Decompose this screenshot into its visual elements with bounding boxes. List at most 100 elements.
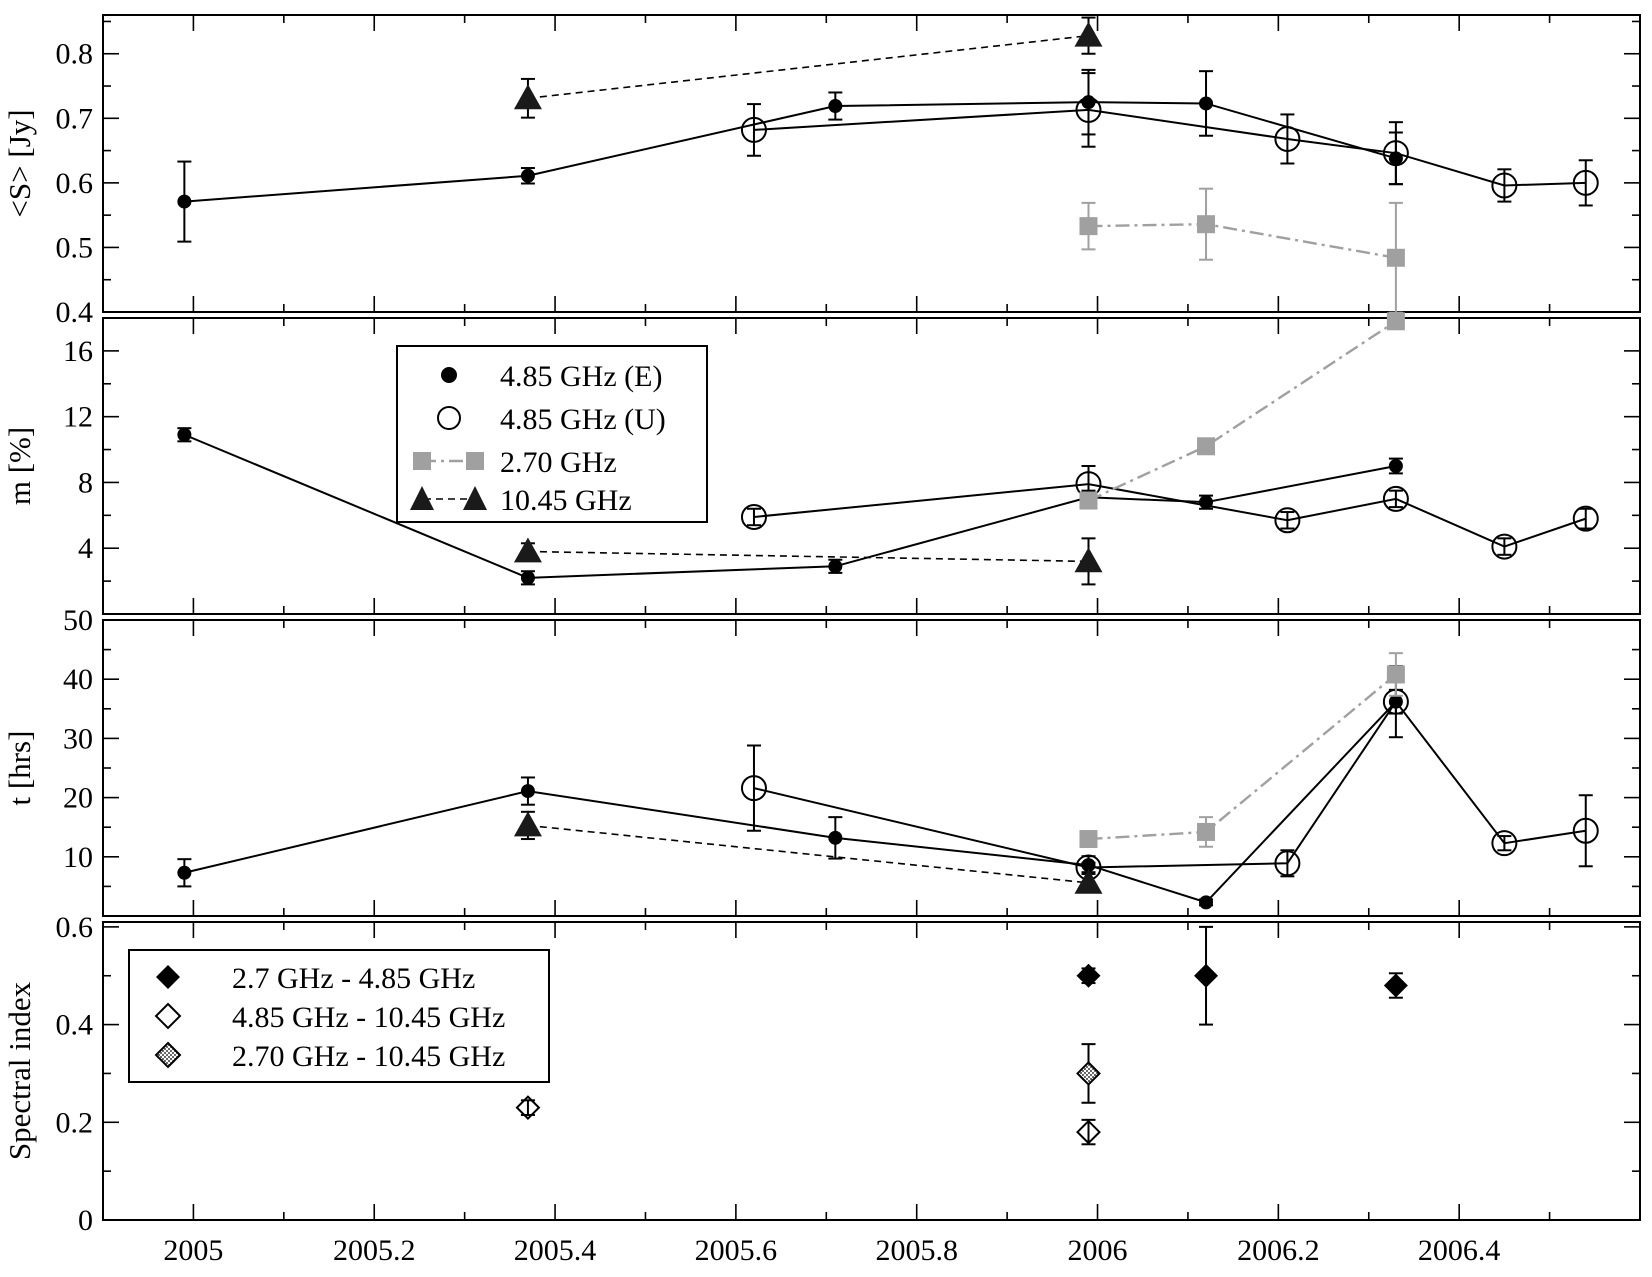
legend-label-u: 4.85 GHz (U) <box>500 403 666 436</box>
data-point <box>828 559 843 574</box>
y-tick-label: 0.5 <box>56 231 94 264</box>
data-point <box>828 99 843 114</box>
y-tick-label: 0.7 <box>56 102 94 135</box>
data-point <box>1491 533 1518 560</box>
data-point <box>1382 485 1409 512</box>
legend-label-10.45: 10.45 GHz <box>500 484 632 517</box>
series-G27 <box>1079 312 1405 510</box>
legend-marker-2.70-left <box>413 452 431 470</box>
x-tick-label: 2006.4 <box>1418 1234 1501 1267</box>
series-U <box>740 688 1599 881</box>
data-point <box>1572 169 1599 196</box>
series-U <box>740 465 1599 560</box>
y-axis-label: m [%] <box>2 427 37 505</box>
data-point <box>1199 96 1214 111</box>
y-tick-label: 30 <box>63 722 93 755</box>
legend-spectral: 2.7 GHz - 4.85 GHz 4.85 GHz - 10.45 GHz … <box>128 949 550 1083</box>
series-line <box>184 101 1397 203</box>
legend-marker-10.45-left <box>410 486 434 510</box>
legend-label-a3: 2.70 GHz - 10.45 GHz <box>232 1040 505 1073</box>
x-tick-label: 2006 <box>1068 1234 1128 1267</box>
panel-frame <box>102 317 1641 615</box>
y-tick-label: 12 <box>63 401 93 434</box>
data-point <box>1079 217 1098 236</box>
data-point <box>1074 547 1103 573</box>
series-E <box>177 68 1403 243</box>
data-point <box>1572 505 1599 532</box>
y-tick-label: 20 <box>63 782 93 815</box>
data-point <box>1274 507 1301 534</box>
series-G27 <box>1079 652 1405 849</box>
data-point <box>1388 459 1403 473</box>
panel-flux-density: 0.4 0.5 0.6 0.7 0.8 <S> [Jy] <box>2 14 1641 329</box>
data-point <box>513 537 542 563</box>
y-tick-label: 0.6 <box>56 167 94 200</box>
x-tick-label: 2005.8 <box>875 1234 958 1267</box>
series-line <box>1088 222 1397 259</box>
series-line <box>183 433 1397 579</box>
y-tick-label: 0.8 <box>56 38 94 71</box>
data-point <box>1274 850 1301 877</box>
series-line <box>527 34 1089 100</box>
data-point <box>1197 215 1216 234</box>
series-line <box>527 550 1089 563</box>
series-G1045 <box>513 810 1103 894</box>
legend-label-2.70: 2.70 GHz <box>500 446 617 479</box>
panel-frame <box>102 14 1641 313</box>
data-point <box>513 811 542 837</box>
data-point <box>740 503 767 530</box>
y-tick-label: 0.4 <box>56 1009 94 1042</box>
y-tick-label: 0.4 <box>56 296 94 329</box>
data-point <box>1386 665 1405 684</box>
legend-marker-u <box>437 406 461 430</box>
series-line <box>1088 673 1397 841</box>
data-point <box>520 570 535 585</box>
y-tick-label: 16 <box>63 335 93 368</box>
y-tick-label: 0.6 <box>56 911 94 944</box>
data-point <box>1383 973 1408 998</box>
series-U <box>740 72 1599 207</box>
legend-marker-e <box>441 367 457 383</box>
y-axis-label: Spectral index <box>2 981 37 1160</box>
legend-marker-2.70-right <box>466 452 484 470</box>
data-point <box>1194 963 1219 988</box>
x-tick-label: 2006.2 <box>1237 1234 1320 1267</box>
y-tick-label: 10 <box>63 841 93 874</box>
series-A3 <box>1076 1043 1101 1104</box>
legend-marker-10.45-right <box>463 486 487 510</box>
data-point <box>1074 868 1103 894</box>
y-tick-label: 50 <box>63 604 93 637</box>
series-line <box>753 108 1586 187</box>
series-G1045 <box>513 16 1103 119</box>
data-point <box>1197 822 1216 841</box>
data-point <box>740 775 767 802</box>
panel-frame <box>102 619 1641 917</box>
x-tick-label: 2005.6 <box>695 1234 778 1267</box>
legend-label-e: 4.85 GHz (E) <box>500 360 662 393</box>
data-point <box>177 865 192 880</box>
data-point <box>1076 1061 1101 1086</box>
data-point <box>513 84 542 110</box>
data-point <box>520 168 535 183</box>
data-point <box>1075 96 1102 123</box>
data-point <box>177 427 192 442</box>
x-tick-label: 2005.4 <box>514 1234 597 1267</box>
y-tick-label: 8 <box>78 466 93 499</box>
series-A1 <box>1076 925 1408 1026</box>
data-point <box>1386 312 1405 331</box>
data-point <box>1572 817 1599 844</box>
series-A2 <box>515 1095 1101 1146</box>
series-G27 <box>1079 187 1405 314</box>
data-point <box>177 194 192 209</box>
legend-label-a1: 2.7 GHz - 4.85 GHz <box>232 962 475 995</box>
series-E <box>177 665 1403 910</box>
legend-marker-a1 <box>156 965 180 989</box>
series-line <box>753 699 1586 869</box>
data-point <box>1386 248 1405 267</box>
series-line <box>184 701 1397 904</box>
data-point <box>1079 491 1098 510</box>
series-E <box>177 427 1403 586</box>
series-G1045 <box>513 537 1103 586</box>
x-tick-label: 2005 <box>163 1234 223 1267</box>
legend-label-a2: 4.85 GHz - 10.45 GHz <box>232 1001 505 1034</box>
